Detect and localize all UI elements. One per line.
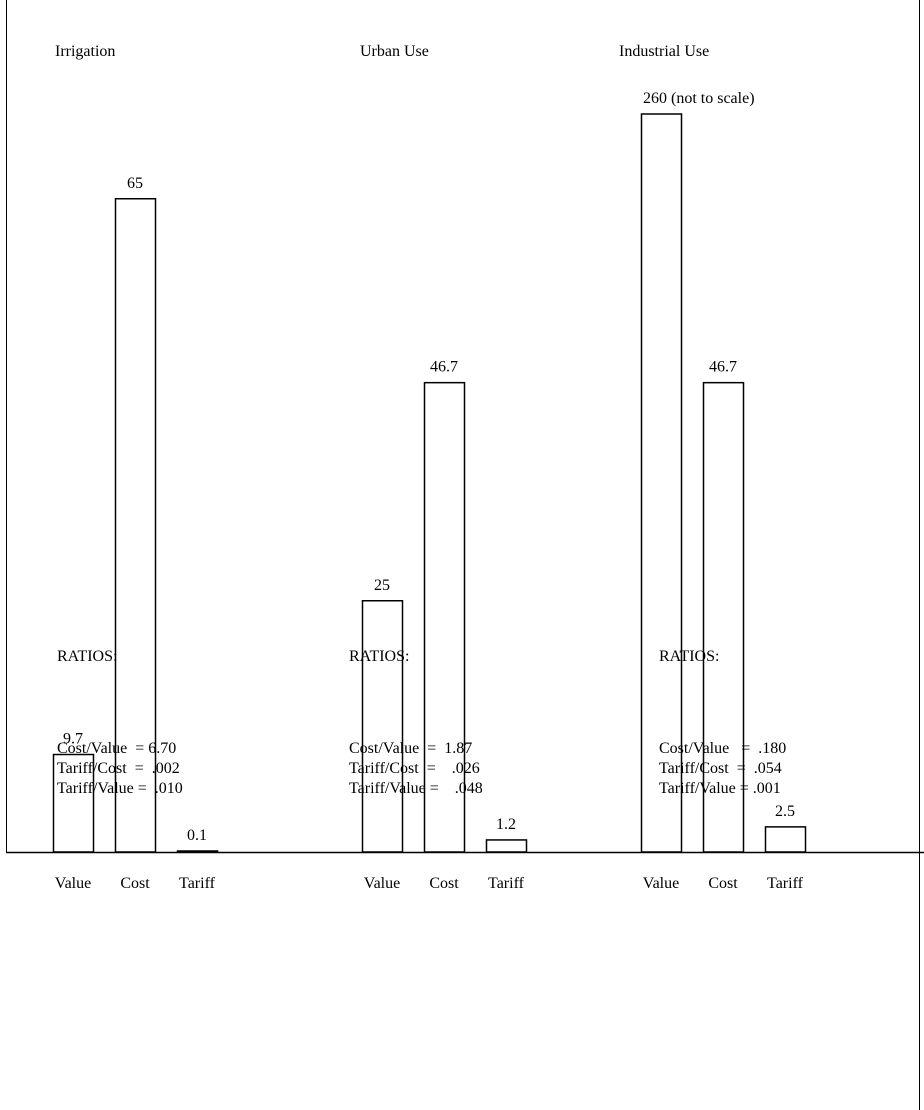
bar-industrial-use-value [640,113,683,853]
data-label-urban-use-cost: 46.7 [430,359,458,376]
group-title-irrigation: Irrigation [55,43,115,60]
bar-urban-use-tariff [485,839,528,853]
data-label-industrial-use-tariff: 2.5 [775,803,795,820]
bar-irrigation-value [52,753,95,853]
category-label-urban-use-value: Value [364,875,400,892]
data-label-irrigation-value: 9.7 [63,731,83,748]
category-label-urban-use-cost: Cost [429,875,459,892]
category-label-irrigation-tariff: Tariff [179,875,216,892]
bar-irrigation-tariff [176,850,219,853]
data-label-industrial-use-cost: 46.7 [709,359,737,376]
data-label-irrigation-tariff: 0.1 [187,827,207,844]
bar-industrial-use-cost [702,381,745,853]
bar-irrigation-cost [114,198,157,853]
group-title-industrial-use: Industrial Use [619,43,709,60]
category-label-irrigation-cost: Cost [120,875,150,892]
category-label-industrial-use-value: Value [643,875,679,892]
group-title-urban-use: Urban Use [360,43,429,60]
data-label-irrigation-cost: 65 [127,175,143,192]
category-label-industrial-use-cost: Cost [708,875,738,892]
data-label-urban-use-value: 25 [374,577,390,594]
data-label-urban-use-tariff: 1.2 [496,816,516,833]
data-label-industrial-use-value: 260 (not to scale) [643,90,755,107]
category-label-irrigation-value: Value [55,875,91,892]
category-label-urban-use-tariff: Tariff [488,875,525,892]
category-label-industrial-use-tariff: Tariff [767,875,804,892]
bar-urban-use-value [361,600,404,853]
bar-industrial-use-tariff [764,826,807,853]
bar-urban-use-cost [423,381,466,853]
